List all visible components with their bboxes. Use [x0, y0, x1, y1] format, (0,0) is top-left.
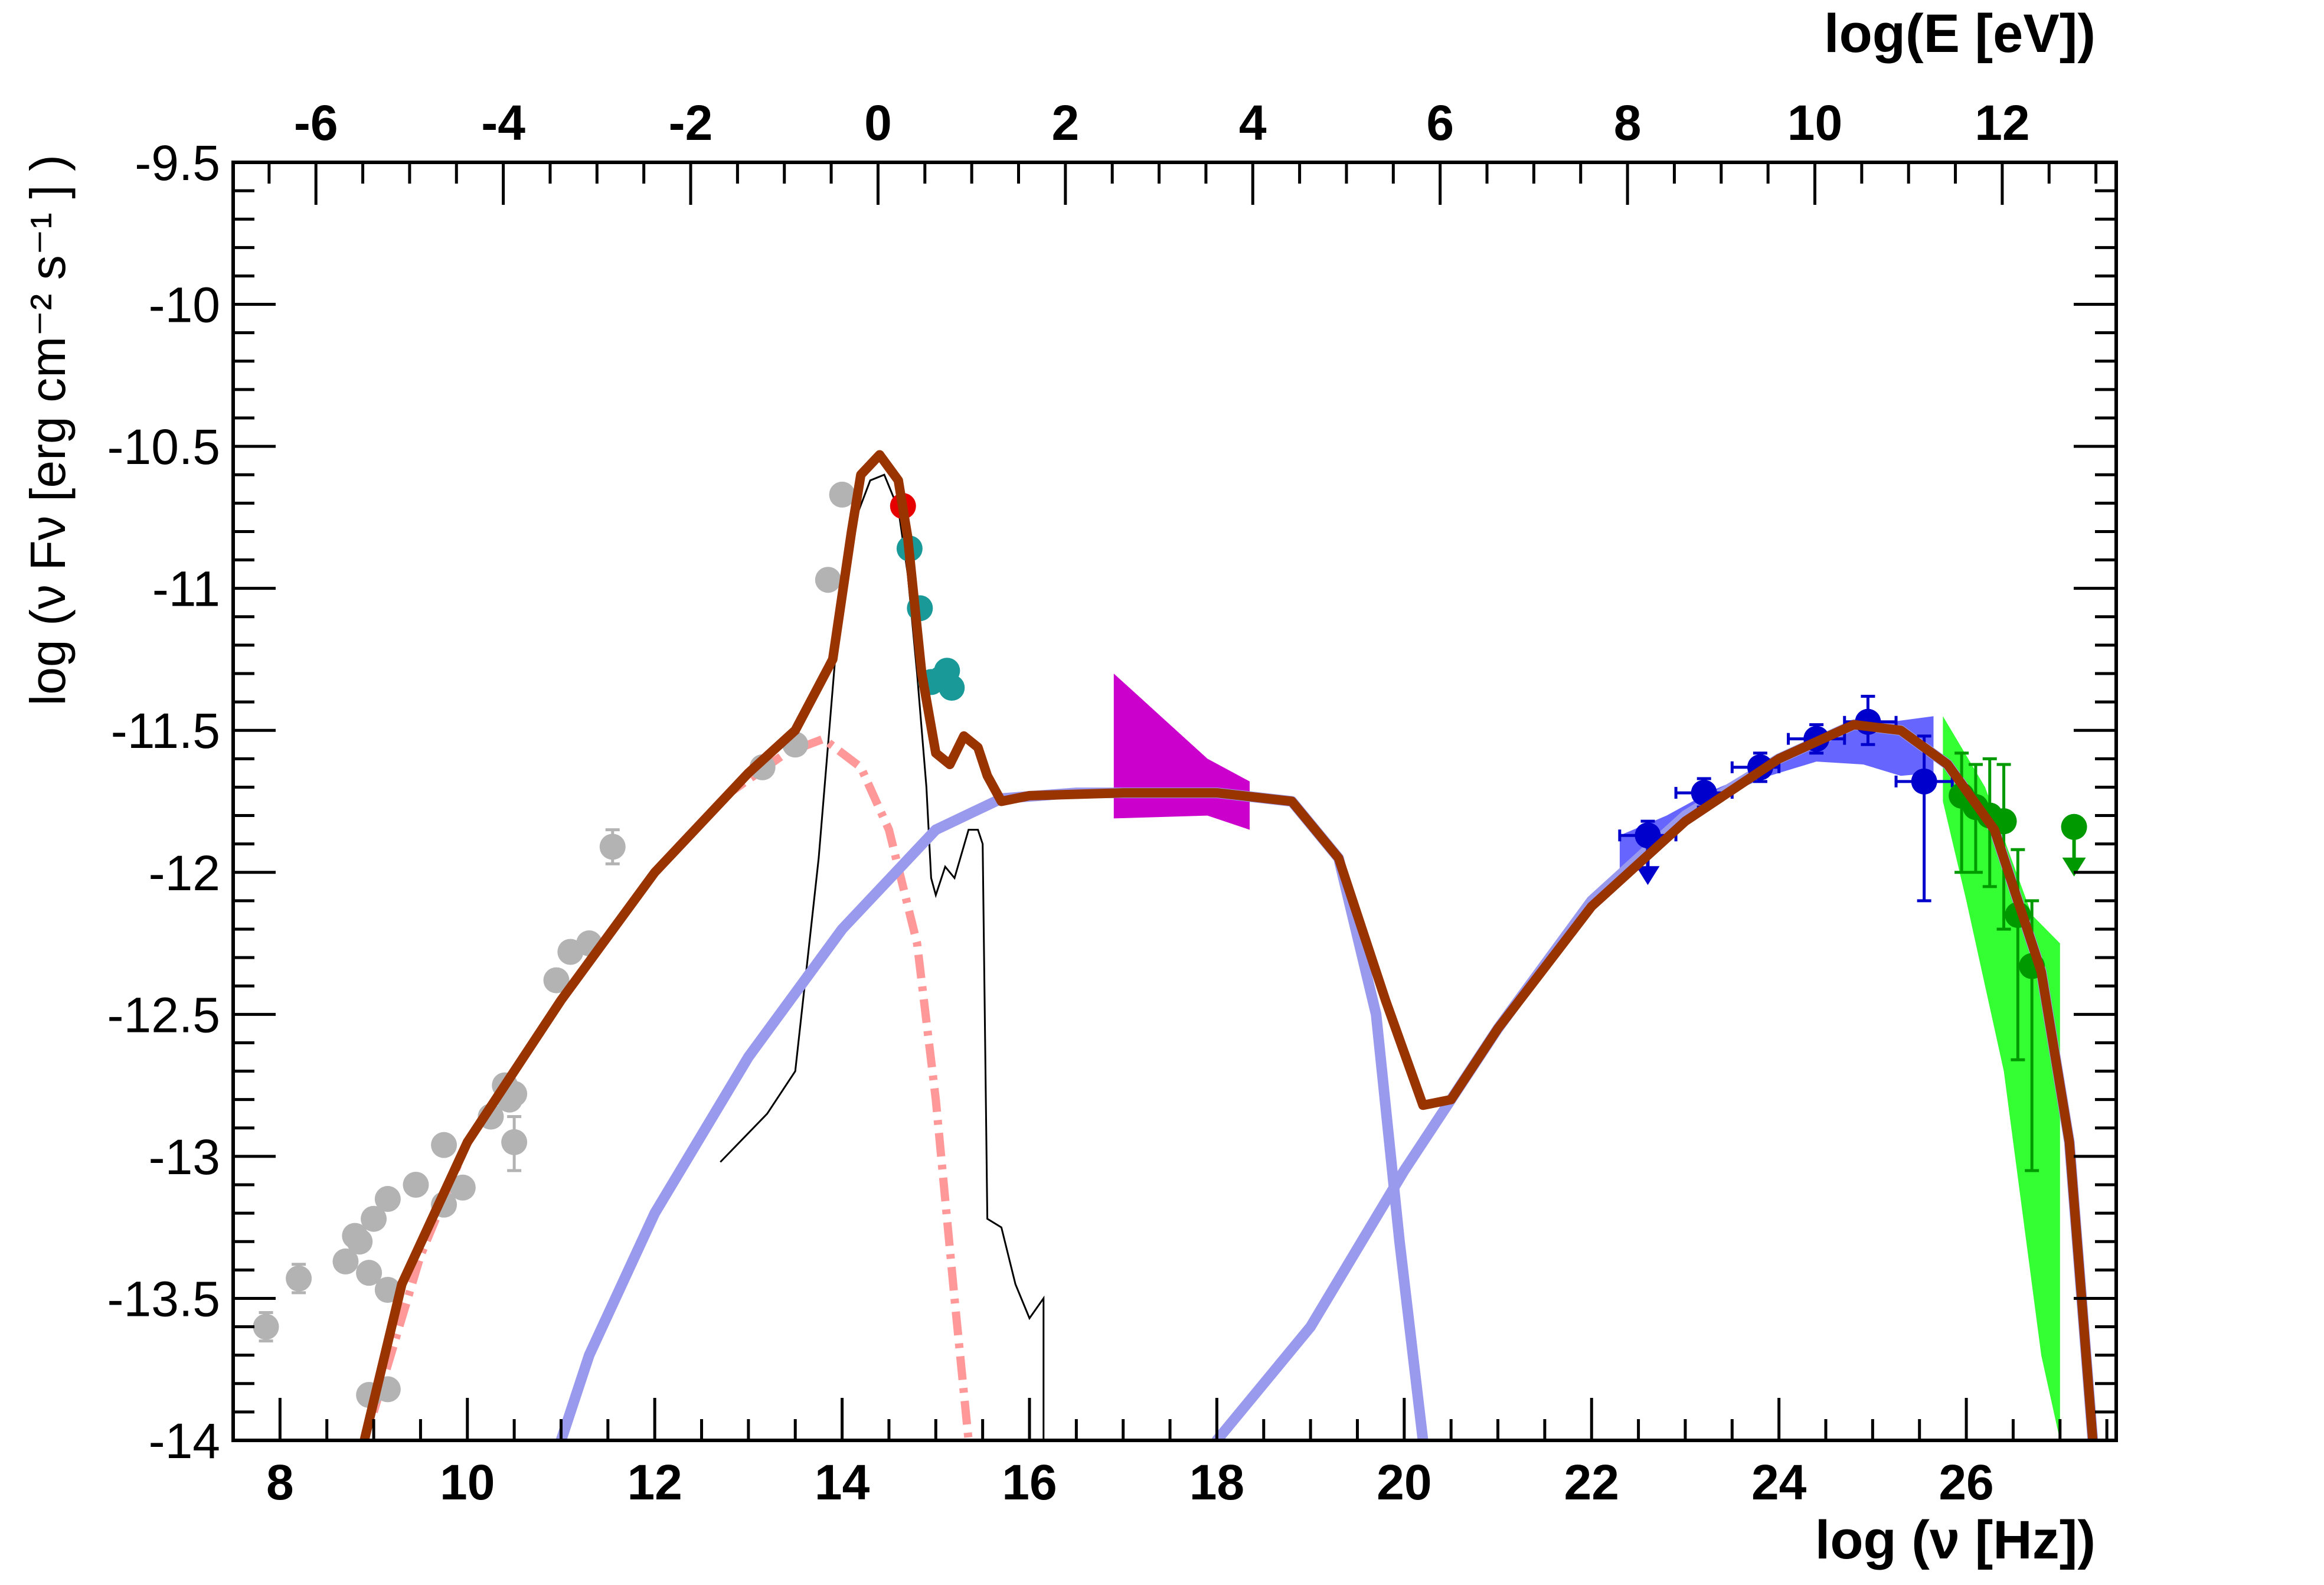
data-point-archival — [501, 1129, 528, 1155]
x2-tick-label: 2 — [1051, 95, 1079, 151]
x-tick-label: 12 — [627, 1455, 682, 1510]
data-point-archival — [253, 1313, 279, 1340]
data-point-optical_teal — [939, 675, 965, 701]
x-tick-label: 26 — [1939, 1455, 1993, 1510]
x2-tick-label: -2 — [669, 95, 713, 151]
data-point-archival — [403, 1172, 429, 1198]
data-point-archival — [332, 1248, 359, 1274]
total-model-line — [359, 450, 2098, 1440]
y-tick-label: -11 — [152, 561, 220, 617]
data-point-archival — [374, 1186, 401, 1213]
y-tick-label: -10.5 — [107, 419, 220, 475]
x-axis-title: log (ν [Hz]) — [1815, 1510, 2096, 1570]
x-tick-label: 20 — [1377, 1455, 1431, 1510]
axes: 8 10 12 14 16 18 20 22 24 26-6 -4 -2 0 2 4 6 8 10 12-9.5-1… — [107, 95, 2116, 1510]
data-point-fermi — [1635, 822, 1661, 849]
y-tick-label: -10 — [149, 277, 220, 333]
x2-tick-label: -6 — [294, 95, 338, 151]
data-point-archival — [815, 567, 841, 593]
y-tick-label: -12.5 — [107, 987, 220, 1042]
x-tick-label: 18 — [1189, 1455, 1244, 1510]
data-point-archival — [449, 1174, 476, 1201]
data-point-tev — [2061, 813, 2087, 840]
x-tick-label: 22 — [1564, 1455, 1619, 1510]
plot-frame — [231, 161, 2118, 1442]
data-point-archival — [599, 834, 626, 860]
data-point-archival — [543, 967, 570, 994]
data-point-archival — [829, 481, 855, 508]
x-tick-label: 10 — [440, 1455, 495, 1510]
data-point-fermi — [1911, 768, 1937, 795]
y-tick-label: -12 — [149, 845, 220, 901]
y-tick-label: -13 — [149, 1129, 220, 1185]
host-template-line — [720, 473, 1045, 1440]
x2-tick-label: 0 — [864, 95, 892, 151]
x-tick-label: 16 — [1002, 1455, 1057, 1510]
band-tev_band — [1943, 716, 2060, 1440]
plot-area — [253, 450, 2099, 1440]
data-point-archival — [361, 1205, 387, 1232]
y-axis-title: log (ν Fν [erg cm⁻² s⁻¹ ] ) — [20, 155, 76, 705]
y-tick-label: -11.5 — [111, 703, 220, 759]
band-fermi_band — [1619, 716, 1934, 878]
x-tick-label: 14 — [815, 1455, 870, 1510]
x2-tick-label: 12 — [1975, 95, 2029, 151]
x2-axis-title: log(E [eV]) — [1824, 4, 2096, 64]
x2-tick-label: -4 — [481, 95, 525, 151]
data-point-archival — [347, 1228, 373, 1255]
x-tick-label: 8 — [266, 1455, 294, 1510]
x2-tick-label: 4 — [1239, 95, 1267, 151]
x2-tick-label: 8 — [1614, 95, 1642, 151]
upper-limit-arrow-head — [2062, 857, 2086, 877]
upper-limit-arrow-head — [1636, 866, 1660, 885]
x2-tick-label: 10 — [1787, 95, 1842, 151]
data-point-archival — [286, 1265, 312, 1292]
x-tick-label: 24 — [1751, 1455, 1807, 1510]
y-tick-label: -14 — [149, 1413, 220, 1469]
data-point-archival — [431, 1132, 457, 1158]
data-point-archival — [356, 1260, 383, 1286]
x2-tick-label: 6 — [1426, 95, 1454, 151]
y-tick-label: -13.5 — [107, 1271, 220, 1326]
y-tick-label: -9.5 — [135, 135, 220, 191]
